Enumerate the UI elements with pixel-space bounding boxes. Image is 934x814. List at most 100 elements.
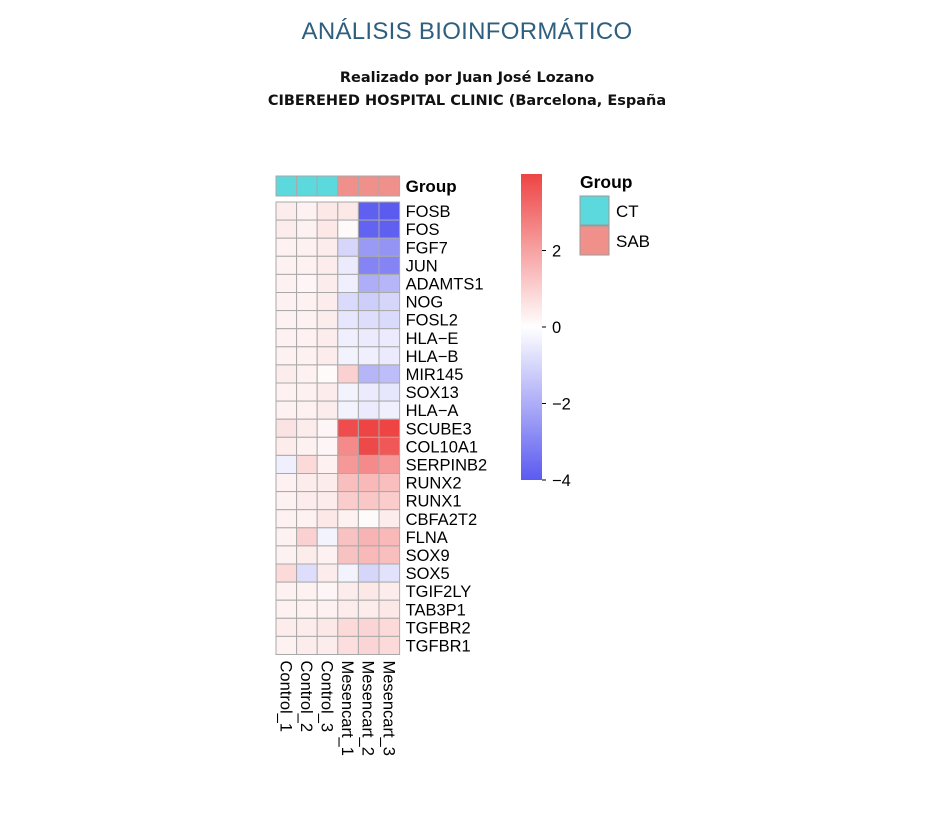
annotation-cell bbox=[378, 175, 401, 197]
heatmap-cell bbox=[378, 418, 401, 438]
heatmap-cell bbox=[316, 527, 339, 547]
heatmap-cell bbox=[296, 328, 318, 348]
heatmap-cell bbox=[275, 255, 298, 275]
heatmap-cell bbox=[357, 364, 380, 384]
gene-labels: FOSBFOSFGF7JUNADAMTS1NOGFOSL2HLA−EHLA−BM… bbox=[406, 203, 488, 655]
heatmap-cell bbox=[337, 563, 359, 583]
heatmap-cell bbox=[316, 473, 339, 493]
heatmap-cell bbox=[378, 219, 401, 239]
group-legend-swatch bbox=[579, 225, 610, 256]
heatmap-cell bbox=[296, 382, 318, 402]
heatmap-cell bbox=[296, 563, 318, 583]
heatmap-cell bbox=[296, 617, 318, 637]
heatmap-cell bbox=[337, 491, 359, 511]
heatmap-cell bbox=[316, 237, 339, 257]
group-legend-title: Group bbox=[580, 172, 633, 192]
heatmap-cell bbox=[357, 635, 380, 656]
heatmap-cell bbox=[316, 509, 339, 529]
sample-label: Mesencart_2 bbox=[359, 661, 377, 756]
gene-label: TGIF2LY bbox=[406, 583, 472, 601]
gene-label: COL10A1 bbox=[406, 438, 478, 456]
heatmap-cell bbox=[337, 509, 359, 529]
heatmap-cell bbox=[357, 473, 380, 493]
heatmap-cell bbox=[337, 219, 359, 239]
heatmap-cell bbox=[316, 255, 339, 275]
heatmap-cell bbox=[316, 346, 339, 366]
heatmap-cell bbox=[275, 310, 298, 330]
heatmap-cell bbox=[378, 237, 401, 257]
heatmap-cell bbox=[378, 292, 401, 312]
gene-label: SCUBE3 bbox=[406, 420, 472, 438]
heatmap-cell bbox=[357, 581, 380, 601]
group-legend-swatch bbox=[579, 195, 610, 226]
heatmap-cell bbox=[296, 273, 318, 293]
heatmap-cell bbox=[275, 328, 298, 348]
heatmap-cell bbox=[316, 635, 339, 656]
heatmap-cell bbox=[357, 527, 380, 547]
sample-label: Control_2 bbox=[297, 661, 315, 733]
heatmap-cell bbox=[316, 292, 339, 312]
heatmap-cell bbox=[357, 328, 380, 348]
annotation-cell bbox=[275, 175, 298, 197]
gene-label: JUN bbox=[406, 257, 438, 275]
heatmap-cell bbox=[357, 509, 380, 529]
heatmap-cell bbox=[357, 310, 380, 330]
heatmap-cell bbox=[275, 635, 298, 656]
heatmap-cell bbox=[337, 527, 359, 547]
gene-label: ADAMTS1 bbox=[406, 275, 484, 293]
heatmap-cell bbox=[316, 563, 339, 583]
gene-label: NOG bbox=[406, 294, 444, 312]
heatmap-cell bbox=[275, 292, 298, 312]
heatmap-cell bbox=[316, 310, 339, 330]
heatmap-cell bbox=[275, 237, 298, 257]
heatmap-cell bbox=[357, 545, 380, 565]
heatmap-cell bbox=[357, 255, 380, 275]
heatmap-cell bbox=[378, 581, 401, 601]
heatmap-cell bbox=[316, 418, 339, 438]
color-scale-bar bbox=[521, 174, 542, 480]
gene-label: FOS bbox=[406, 221, 440, 239]
heatmap-cell bbox=[357, 201, 380, 221]
heatmap-cell bbox=[296, 635, 318, 656]
gene-label: SOX13 bbox=[406, 384, 459, 402]
heatmap-cell bbox=[337, 201, 359, 221]
heatmap-cell bbox=[296, 364, 318, 384]
gene-label: TGFBR1 bbox=[406, 637, 471, 655]
heatmap-cell bbox=[337, 599, 359, 619]
heatmap-cell bbox=[357, 273, 380, 293]
sample-label: Mesencart_1 bbox=[338, 661, 356, 756]
heatmap-cell bbox=[357, 436, 380, 456]
heatmap-cell bbox=[378, 491, 401, 511]
heatmap-cell bbox=[316, 599, 339, 619]
heatmap-cell bbox=[316, 273, 339, 293]
heatmap-cell bbox=[296, 473, 318, 493]
heatmap-cell bbox=[275, 599, 298, 619]
color-scale-tick-label: −2 bbox=[552, 396, 571, 414]
heatmap-cells bbox=[275, 201, 401, 656]
gene-label: RUNX1 bbox=[406, 493, 462, 511]
heatmap-cell bbox=[316, 491, 339, 511]
heatmap-cell bbox=[357, 219, 380, 239]
heatmap-cell bbox=[316, 545, 339, 565]
heatmap-cell bbox=[296, 310, 318, 330]
heatmap-cell bbox=[316, 400, 339, 420]
heatmap-cell bbox=[337, 273, 359, 293]
heatmap-cell bbox=[378, 617, 401, 637]
heatmap-cell bbox=[275, 436, 298, 456]
heatmap-cell bbox=[275, 346, 298, 366]
gene-label: HLA−A bbox=[406, 402, 459, 420]
heatmap-cell bbox=[275, 617, 298, 637]
heatmap-cell bbox=[337, 454, 359, 474]
heatmap-cell bbox=[357, 599, 380, 619]
group-legend: Group CT SAB bbox=[579, 172, 650, 256]
heatmap-cell bbox=[275, 201, 298, 221]
color-scale-legend: 2 0 −2 −4 bbox=[521, 174, 571, 490]
gene-label: CBFA2T2 bbox=[406, 511, 478, 529]
heatmap-cell bbox=[378, 346, 401, 366]
heatmap-cell bbox=[378, 201, 401, 221]
heatmap-cell bbox=[296, 201, 318, 221]
heatmap-cell bbox=[378, 382, 401, 402]
heatmap-cell bbox=[316, 328, 339, 348]
heatmap-cell bbox=[357, 418, 380, 438]
heatmap-cell bbox=[337, 310, 359, 330]
